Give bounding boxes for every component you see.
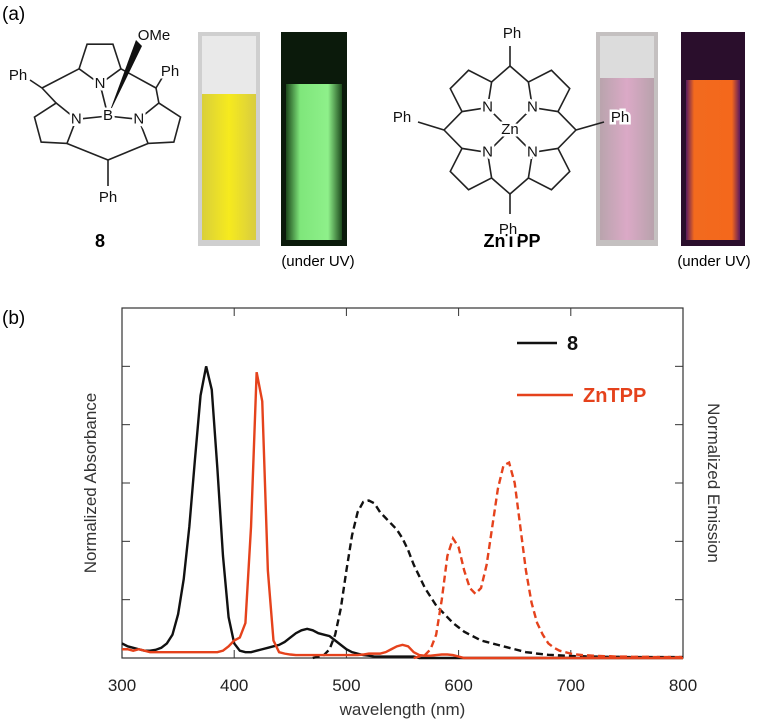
atom-label: N (71, 110, 82, 127)
x-tick-label: 300 (108, 676, 136, 695)
bond (155, 87, 160, 104)
bond (107, 142, 149, 161)
legend-label: ZnTPP (583, 385, 646, 407)
atom-label: Ph (161, 63, 179, 80)
bond (41, 68, 80, 89)
bond (491, 65, 511, 83)
absorbance-line (122, 371, 683, 660)
compound-label: 8 (95, 231, 105, 251)
bond (575, 121, 605, 131)
cuvette-photo (198, 32, 260, 246)
bond (41, 87, 57, 104)
emission-line (413, 460, 683, 660)
compound-label: ZnTPP (484, 231, 541, 251)
panel-label: (b) (2, 308, 25, 329)
bond (557, 129, 577, 149)
cuvette-photo (596, 32, 658, 246)
bond (557, 111, 577, 131)
bond (443, 111, 463, 131)
bond (486, 129, 511, 154)
atom-label: B (103, 107, 113, 124)
absorbance-line (121, 366, 683, 660)
x-tick-label: 600 (444, 676, 472, 695)
y-axis-label: Normalized Absorbance (81, 393, 100, 573)
atom-label: OMe (138, 27, 171, 44)
atom-label: Ph (99, 189, 117, 206)
atom-label: N (95, 75, 106, 92)
pyrrole-ring (78, 43, 122, 85)
pyrrole-ring (449, 147, 493, 191)
atom-label: N (527, 143, 538, 160)
panel-label: (a) (2, 4, 25, 25)
bond (486, 106, 511, 131)
bond (443, 129, 463, 149)
emission-line (312, 499, 683, 660)
bond (491, 177, 511, 195)
atom-label: N (527, 99, 538, 116)
cuvette-photo (681, 32, 745, 246)
bond (509, 106, 534, 131)
bond (66, 142, 109, 161)
bond (99, 83, 109, 117)
y2-axis-label: Normalized Emission (704, 403, 723, 563)
photo-caption: (under UV) (281, 253, 354, 270)
pyrrole-ring (137, 102, 182, 145)
atom-label: N (482, 143, 493, 160)
bond (509, 129, 534, 154)
bond (29, 79, 43, 89)
bond (76, 115, 109, 121)
x-tick-label: 700 (557, 676, 585, 695)
bond (509, 177, 529, 195)
pyrrole-ring (33, 102, 78, 145)
plot-frame (121, 307, 684, 659)
atom-label: Ph (611, 109, 629, 126)
atom-label: Ph (9, 67, 27, 84)
atom-label: Zn (501, 121, 519, 138)
bond (107, 115, 139, 121)
x-tick-label: 400 (220, 676, 248, 695)
x-tick-label: 800 (669, 676, 697, 695)
atom-label: N (133, 110, 144, 127)
atom-label: Ph (503, 25, 521, 42)
atom-label: Ph (499, 221, 517, 238)
legend-label: 8 (567, 333, 578, 355)
pyrrole-ring (527, 69, 571, 113)
pyrrole-ring (449, 69, 493, 113)
bond (417, 121, 445, 131)
pyrrole-ring (527, 147, 571, 191)
x-axis-label: wavelength (nm) (339, 700, 466, 719)
photo-caption: (under UV) (677, 253, 750, 270)
atom-label: Ph (393, 109, 411, 126)
atom-label: N (482, 99, 493, 116)
cuvette-photo (281, 32, 347, 246)
bond (509, 65, 529, 83)
wedge-bond (108, 40, 142, 116)
x-tick-label: 500 (332, 676, 360, 695)
bond (155, 77, 163, 89)
